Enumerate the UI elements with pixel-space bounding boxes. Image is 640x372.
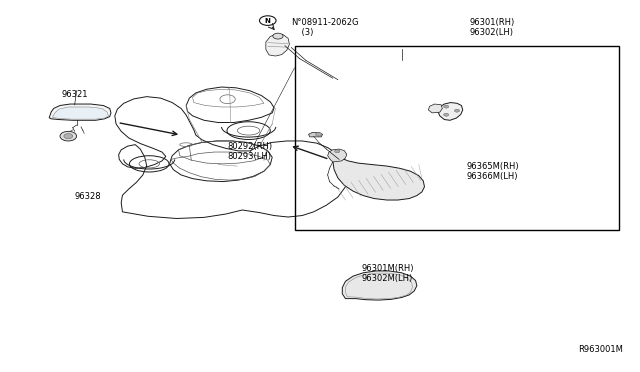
Bar [294,46,620,230]
Text: 96301M(RH)
96302M(LH): 96301M(RH) 96302M(LH) [362,263,414,283]
Polygon shape [308,132,323,137]
Circle shape [273,33,283,39]
Circle shape [316,132,322,136]
Circle shape [60,131,77,141]
Text: 96301(RH)
96302(LH): 96301(RH) 96302(LH) [470,18,515,38]
Text: R963001M: R963001M [578,345,623,354]
Polygon shape [52,107,108,119]
Polygon shape [49,104,111,120]
Circle shape [444,113,449,116]
Circle shape [454,109,460,112]
Polygon shape [333,157,424,200]
Text: N°08911-2062G
    (3): N°08911-2062G (3) [291,18,359,38]
Text: N: N [265,17,271,23]
Polygon shape [328,149,347,162]
Circle shape [64,134,73,139]
Polygon shape [428,104,442,113]
Polygon shape [438,103,463,120]
Circle shape [444,105,449,108]
Text: 80292(RH)
80293(LH): 80292(RH) 80293(LH) [228,142,273,161]
Text: 96321: 96321 [62,90,88,99]
Text: 96365M(RH)
96366M(LH): 96365M(RH) 96366M(LH) [467,162,519,182]
Polygon shape [342,271,417,300]
Circle shape [335,150,340,153]
Polygon shape [266,34,289,56]
Text: 96328: 96328 [75,192,101,201]
